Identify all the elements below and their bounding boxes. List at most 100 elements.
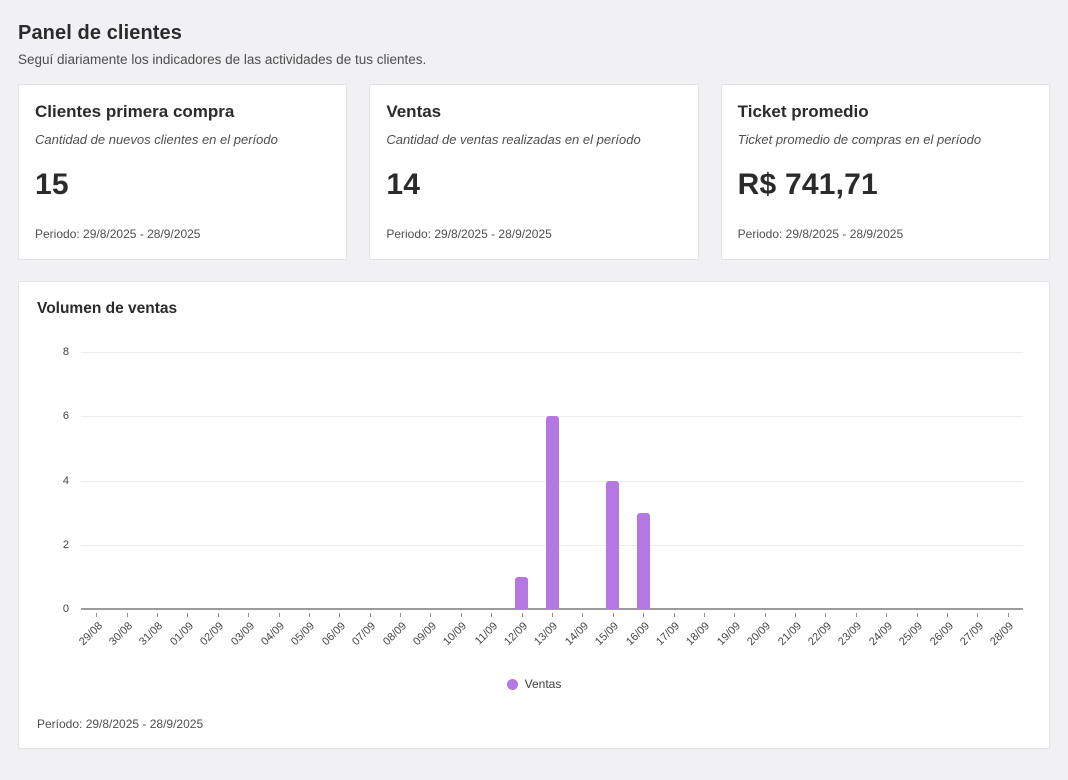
x-tick-25-09 [916, 613, 918, 617]
bar-13-09[interactable] [545, 416, 559, 609]
x-tick-label-22-09: 22/09 [806, 620, 834, 648]
x-tick-label-18-09: 18/09 [684, 620, 713, 648]
stat-card-title: Ticket promedio [737, 102, 869, 121]
x-tick-label-16-09: 16/09 [623, 620, 652, 648]
x-tick-07-09 [369, 613, 371, 617]
chart-period: Período: 29/8/2025 - 28/9/2025 [37, 717, 204, 731]
main-content: Panel de clientes Seguí diariamente los … [18, 22, 1050, 749]
x-tick-01-09 [187, 613, 189, 617]
x-tick-label-07-09: 07/09 [350, 620, 379, 648]
x-tick-13-09 [552, 613, 553, 617]
stat-card-value: 14 [386, 168, 421, 201]
stat-card-ventas: Ventas Cantidad de ventas realizadas en … [369, 84, 699, 260]
x-tick-29-08 [96, 613, 98, 617]
x-tick-label-09-09: 09/09 [410, 620, 439, 648]
x-tick-28-09 [1007, 613, 1009, 617]
stat-cards-row: Clientes primera compra Cantidad de nuev… [18, 84, 1050, 260]
x-tick-label-14-09: 14/09 [562, 620, 591, 648]
stat-card-clientes-primera-compra: Clientes primera compra Cantidad de nuev… [18, 84, 348, 260]
y-tick-label-0: 0 [62, 603, 69, 615]
x-tick-label-13-09: 13/09 [532, 620, 561, 648]
chart-legend: Ventas [37, 677, 1031, 691]
x-tick-label-26-09: 26/09 [927, 620, 956, 648]
x-tick-label-30-08: 30/08 [107, 620, 136, 648]
x-tick-08-09 [400, 613, 402, 617]
y-tick-label-6: 6 [62, 410, 69, 423]
x-tick-24-09 [886, 613, 888, 617]
bar-16-09[interactable] [636, 512, 650, 609]
stat-card-value: 15 [35, 168, 69, 201]
y-tick-label-4: 4 [62, 474, 69, 487]
x-tick-label-04-09: 04/09 [259, 620, 288, 648]
stat-card-description: Ticket promedio de compras en el período [737, 132, 982, 147]
x-tick-label-28-09: 28/09 [988, 620, 1017, 648]
chart-title: Volumen de ventas [37, 300, 178, 317]
stat-card-description: Cantidad de nuevos clientes en el períod… [35, 132, 278, 147]
x-tick-18-09 [703, 613, 705, 617]
stat-card-ticket-promedio: Ticket promedio Ticket promedio de compr… [720, 84, 1050, 260]
x-tick-label-12-09: 12/09 [502, 620, 531, 648]
stat-card-title: Ventas [386, 102, 442, 121]
x-tick-27-09 [977, 613, 979, 617]
page-subtitle: Seguí diariamente los indicadores de las… [18, 52, 427, 67]
x-tick-label-17-09: 17/09 [654, 620, 683, 648]
gridline-y-8 [81, 352, 1023, 353]
x-tick-label-29-08: 29/08 [76, 620, 105, 648]
x-tick-03-09 [248, 613, 250, 617]
x-tick-label-06-09: 06/09 [319, 620, 348, 648]
y-tick-label-8: 8 [62, 346, 69, 358]
x-axis-baseline [81, 608, 1023, 610]
stat-card-period: Periodo: 29/8/2025 - 28/9/2025 [737, 227, 904, 241]
x-tick-label-27-09: 27/09 [957, 620, 986, 648]
stat-card-value: R$ 741,71 [737, 168, 878, 201]
sales-volume-card: Volumen de ventas 0 2 4 6 8 29/08 30/08 31/08 01… [18, 281, 1050, 749]
x-tick-label-01-09: 01/09 [167, 620, 196, 648]
x-tick-11-09 [491, 613, 493, 617]
legend-ventas-label[interactable]: Ventas [524, 677, 562, 691]
x-tick-label-25-09: 25/09 [897, 620, 926, 648]
x-tick-label-10-09: 10/09 [441, 620, 470, 648]
x-tick-09-09 [430, 613, 432, 617]
stat-card-period: Periodo: 29/8/2025 - 28/9/2025 [35, 227, 201, 241]
x-tick-19-09 [734, 613, 736, 617]
x-tick-20-09 [764, 613, 766, 617]
x-tick-06-09 [339, 613, 341, 617]
x-tick-label-20-09: 20/09 [745, 620, 774, 648]
x-tick-label-15-09: 15/09 [593, 620, 622, 648]
x-tick-14-09 [582, 613, 584, 617]
bar-12-09[interactable] [515, 576, 529, 609]
x-tick-label-03-09: 03/09 [228, 620, 257, 648]
x-tick-label-31-08: 31/08 [137, 620, 166, 648]
x-tick-label-19-09: 19/09 [714, 620, 743, 648]
x-tick-12-09 [521, 613, 523, 617]
bar-15-09[interactable] [606, 480, 620, 609]
stat-card-title: Clientes primera compra [35, 102, 235, 121]
x-tick-10-09 [460, 613, 462, 617]
sales-volume-bar-chart[interactable]: 0 2 4 6 8 29/08 30/08 31/08 01/09 02/09 03/09 04/09… [37, 346, 1031, 671]
y-tick-label-2: 2 [62, 538, 69, 551]
x-tick-16-09 [643, 613, 645, 617]
x-tick-22-09 [825, 613, 827, 617]
x-tick-31-08 [156, 613, 158, 617]
legend-ventas-swatch[interactable] [506, 678, 518, 690]
x-tick-label-08-09: 08/09 [380, 620, 409, 648]
x-tick-21-09 [795, 613, 797, 617]
x-tick-label-05-09: 05/09 [289, 620, 318, 648]
x-tick-label-23-09: 23/09 [836, 620, 865, 648]
x-tick-02-09 [217, 613, 219, 617]
x-tick-30-08 [126, 613, 128, 617]
x-tick-15-09 [612, 613, 614, 617]
x-tick-23-09 [855, 613, 857, 617]
x-tick-26-09 [947, 613, 949, 617]
x-tick-label-11-09: 11/09 [472, 620, 500, 648]
x-tick-05-09 [308, 613, 310, 617]
x-tick-label-24-09: 24/09 [866, 620, 895, 648]
x-tick-17-09 [673, 613, 675, 617]
x-tick-label-21-09: 21/09 [775, 620, 804, 648]
x-tick-label-02-09: 02/09 [198, 620, 227, 648]
page-header: Panel de clientes Seguí diariamente los … [18, 22, 1050, 67]
page-title: Panel de clientes [18, 22, 182, 44]
stat-card-period: Periodo: 29/8/2025 - 28/9/2025 [386, 227, 552, 241]
stat-card-description: Cantidad de ventas realizadas en el perí… [386, 132, 641, 147]
